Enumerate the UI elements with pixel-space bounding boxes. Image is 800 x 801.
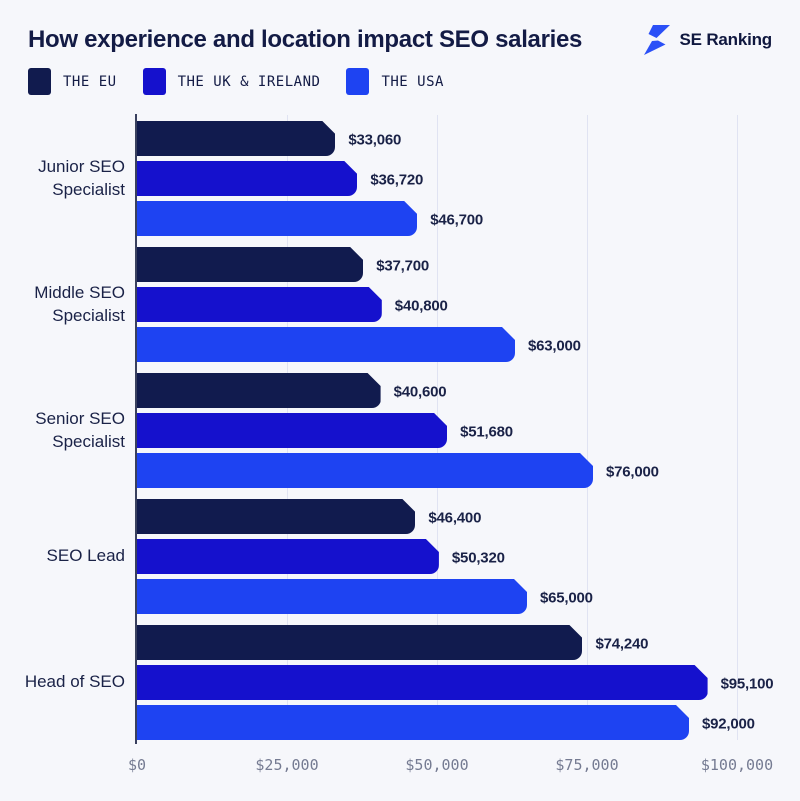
value-label: $74,240 [595, 635, 649, 652]
value-label: $95,100 [720, 675, 774, 692]
value-label: $50,320 [451, 549, 505, 566]
bar-the-uk-ireland [137, 539, 439, 574]
value-label: $36,720 [370, 171, 424, 188]
legend-label: THE USA [381, 73, 444, 90]
legend-item-the-eu: THE EU [28, 68, 117, 95]
value-label: $65,000 [540, 589, 593, 606]
legend-swatch-the-usa [346, 68, 370, 95]
legend-item-the-usa: THE USA [346, 68, 444, 95]
bar-the-uk-ireland [137, 287, 382, 322]
value-label: $76,000 [606, 463, 659, 480]
bar-the-usa [137, 453, 593, 488]
value-label: $40,600 [393, 383, 447, 400]
bar-the-usa [137, 201, 417, 236]
lightning-bolt-icon [643, 25, 670, 55]
value-label: $63,000 [528, 337, 581, 354]
bar-the-usa [137, 327, 515, 362]
category-label-junior-seo-specialist: Junior SEO Specialist [38, 157, 125, 199]
x-axis-tick-label: $75,000 [555, 756, 619, 774]
bar-the-uk-ireland [137, 665, 708, 700]
value-label: $92,000 [702, 715, 755, 732]
chart-legend: THE EU THE UK & IRELAND THE USA [28, 68, 444, 95]
bar-the-uk-ireland [137, 161, 357, 196]
se-ranking-logo: SE Ranking [642, 24, 772, 56]
legend-swatch-the-uk-ireland [142, 68, 166, 95]
value-label: $37,700 [376, 257, 430, 274]
bar-the-eu [137, 247, 363, 282]
category-label-seo-lead: SEO Lead [46, 546, 125, 566]
bar-the-eu [137, 121, 335, 156]
value-label: $40,800 [394, 297, 448, 314]
category-label-middle-seo-specialist: Middle SEO Specialist [34, 283, 125, 325]
value-label: $46,700 [430, 211, 484, 228]
legend-label: THE UK & IRELAND [177, 73, 321, 90]
x-axis-tick-label: $25,000 [255, 756, 319, 774]
legend-swatch-the-eu [28, 68, 51, 95]
bar-the-usa [137, 705, 689, 740]
bar-the-eu [137, 373, 381, 408]
gridline [737, 115, 738, 740]
value-label: $46,400 [428, 509, 482, 526]
bar-the-uk-ireland [137, 413, 447, 448]
logo-text: SE Ranking [679, 30, 773, 49]
category-label-senior-seo-specialist: Senior SEO Specialist [35, 409, 125, 451]
page-title: How experience and location impact SEO s… [28, 26, 583, 53]
bar-the-usa [137, 579, 527, 614]
bar-the-eu [137, 499, 415, 534]
legend-label: THE EU [63, 73, 117, 90]
y-axis-line [135, 114, 137, 744]
bar-the-eu [137, 625, 582, 660]
legend-item-the-uk-ireland: THE UK & IRELAND [142, 68, 321, 95]
gridline [587, 115, 588, 740]
category-label-head-of-seo: Head of SEO [24, 672, 125, 692]
value-label: $33,060 [348, 131, 402, 148]
x-axis-tick-label: $0 [127, 756, 147, 774]
x-axis-tick-label: $100,000 [700, 756, 774, 774]
value-label: $51,680 [460, 423, 513, 440]
x-axis-tick-label: $50,000 [405, 756, 469, 774]
